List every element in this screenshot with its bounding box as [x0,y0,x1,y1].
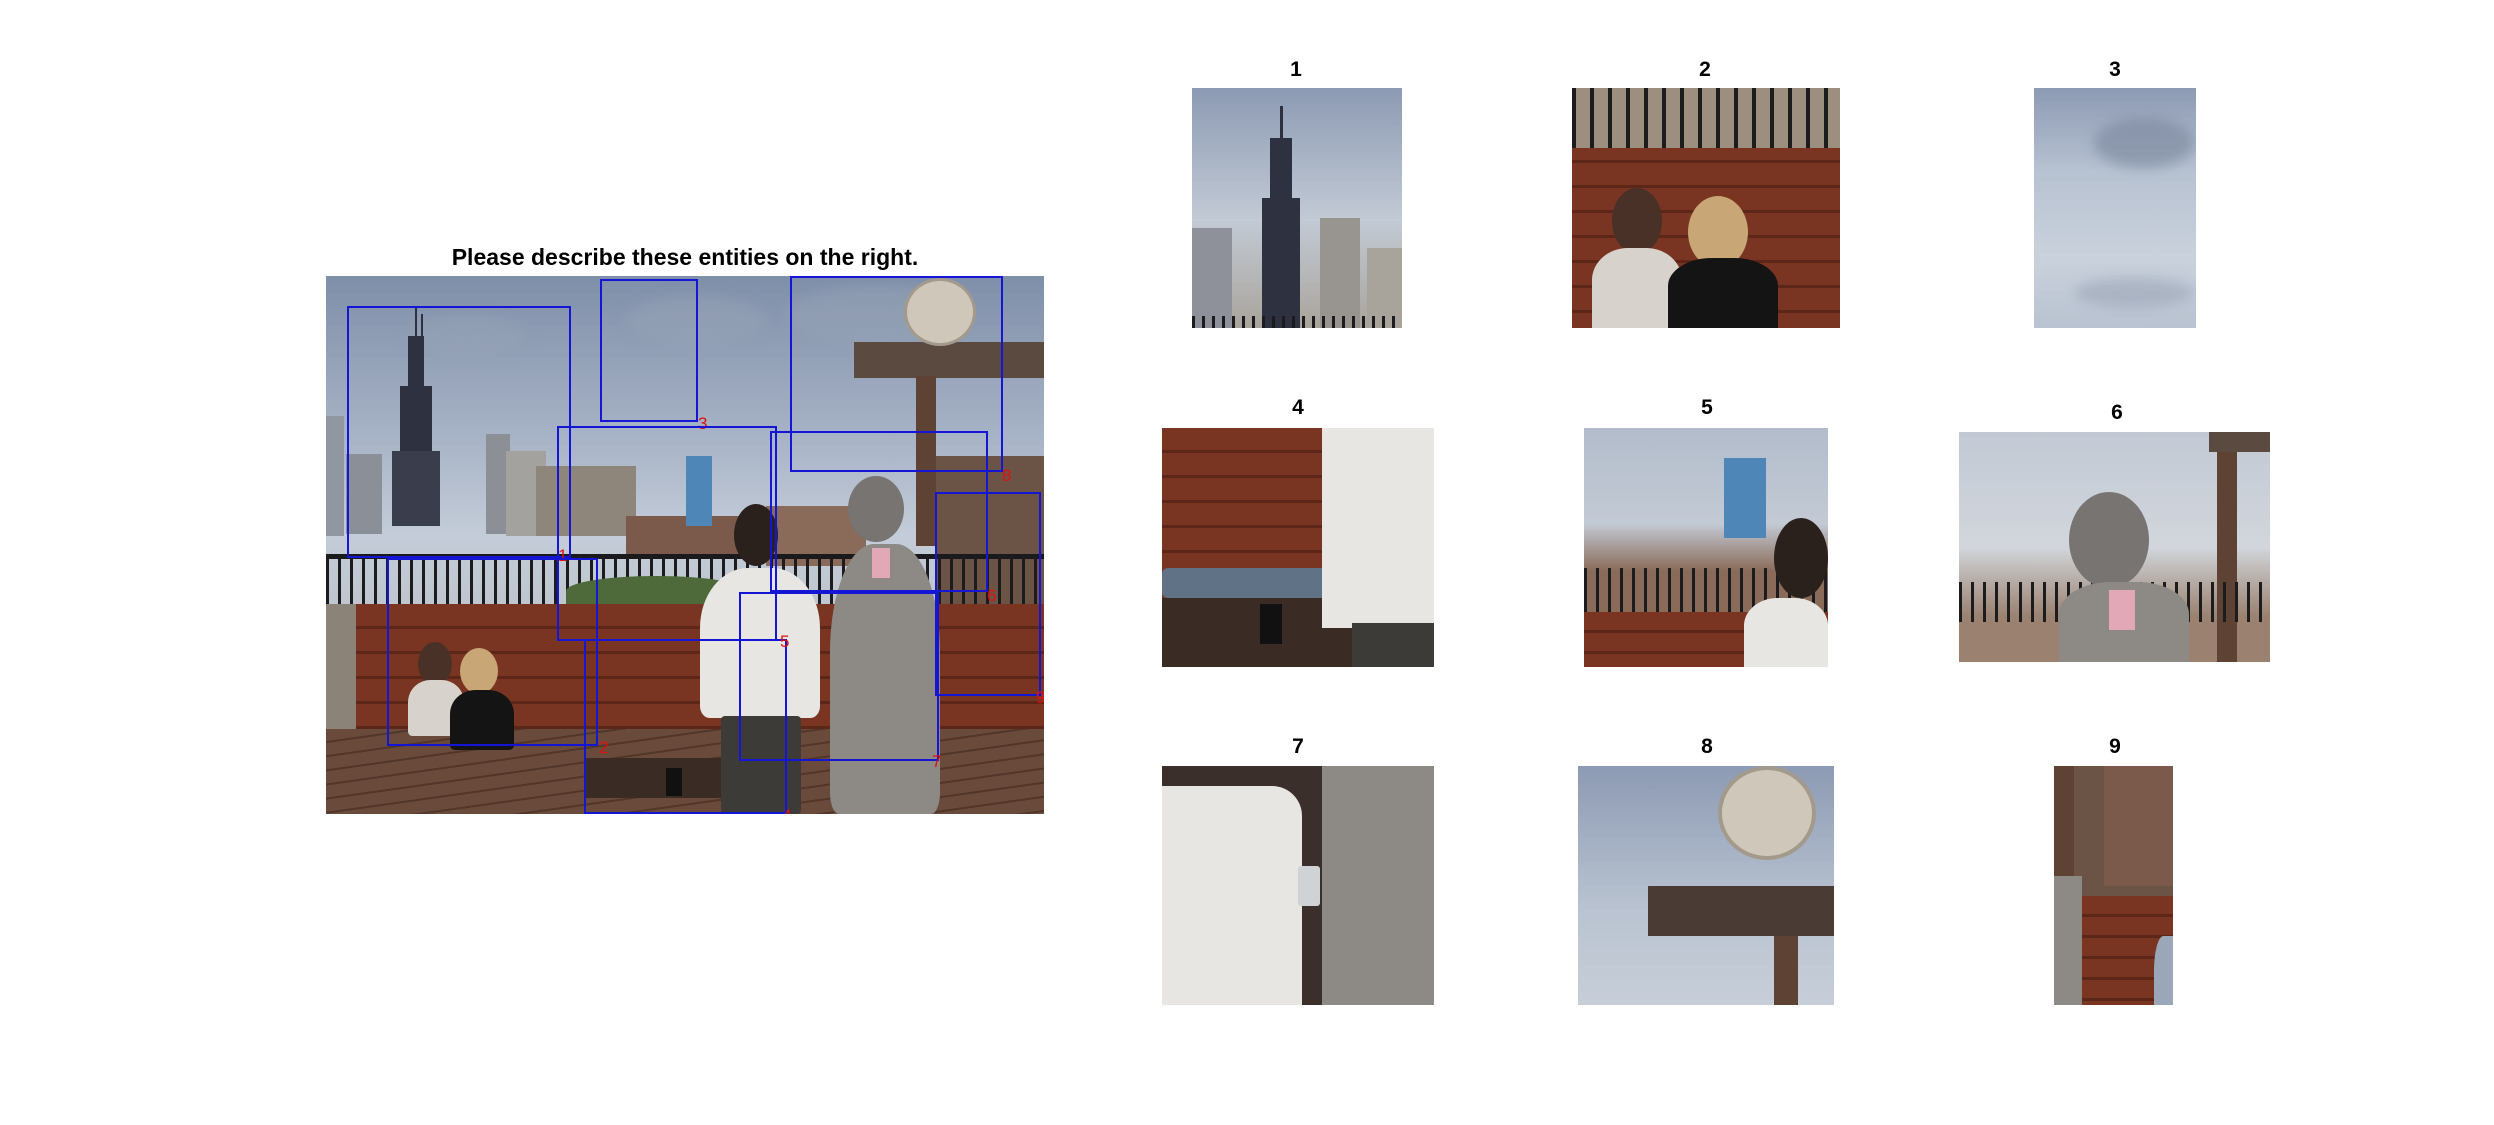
fan [904,278,976,346]
crop-title-7: 7 [1292,735,1304,758]
rooftop-canopy [1648,886,1834,936]
woman-standing-head [1774,518,1828,598]
skyscraper-base [1262,198,1300,328]
woman-black-top [1668,258,1778,328]
crop-title-3: 3 [2109,58,2121,81]
bounding-box-label-3: 3 [698,414,708,433]
patterned-skirt [721,716,801,814]
patterned-skirt [1352,623,1434,667]
crop-image-4 [1162,428,1434,667]
rooftop-canopy [854,342,1044,378]
water-tower [686,456,712,526]
crop-image-7 [1162,766,1434,1005]
crop-title-1: 1 [1290,58,1302,81]
bounding-box-8 [790,276,1003,472]
fan [1718,766,1816,860]
crop-image-8 [1578,766,1834,1005]
bounding-box-6 [770,431,988,592]
crop-image-5 [1584,428,1828,667]
pink-shirt [872,548,890,578]
woman-lace-top [1162,786,1302,1005]
bounding-box-label-8: 8 [1002,466,1012,485]
table-sign [1260,604,1282,644]
skyscraper-base [392,451,440,526]
building [346,454,382,534]
railing [1192,316,1402,328]
man-grey-hair [848,476,904,542]
pillar [326,604,356,744]
bounding-box-label-5: 5 [780,632,790,651]
person-blue-shirt [2154,936,2173,1005]
man-grey-suit [830,544,940,814]
crop-title-6: 6 [2111,401,2123,424]
bounding-box-label-2: 2 [599,738,609,757]
bounding-box-label-4: 4 [782,806,791,814]
building [1320,218,1360,328]
crop-image-2 [1572,88,1840,328]
cloud [406,316,526,356]
water-tower [1724,458,1766,538]
cloud [2094,118,2194,168]
bounding-box-label-1: 1 [558,546,568,565]
woman-lace-top [1744,598,1828,667]
bounding-box-9 [935,492,1041,696]
crop-image-6 [1959,432,2270,662]
man-grey-hair [2069,492,2149,588]
bounding-box-7 [739,592,939,761]
man-grey-suit [2054,876,2082,1005]
table-sign [666,768,682,796]
building [1192,228,1232,328]
wine-glass [1298,866,1320,906]
crop-image-1 [1192,88,1402,328]
rooftop-canopy [2209,432,2270,452]
bounding-box-label-9: 9 [1036,688,1044,707]
building [536,466,636,536]
antenna [1280,106,1283,140]
bounding-box-5 [557,426,777,641]
crop-title-8: 8 [1701,735,1713,758]
canopy-post [1774,936,1798,1005]
crop-title-9: 9 [2109,735,2121,758]
crop-title-2: 2 [1699,58,1711,81]
woman-dark-hair [418,642,452,686]
antenna [415,306,417,338]
canopy-post [916,376,936,546]
woman-black-top [450,690,514,750]
building [1367,248,1402,328]
bounding-box-label-7: 7 [932,752,942,771]
woman-white-top [1592,248,1682,328]
man-grey-suit [1322,766,1434,1005]
building [2104,766,2173,886]
cloud [2074,278,2194,308]
prompt-title: Please describe these entities on the ri… [451,244,919,270]
crop-image-9 [2054,766,2173,1005]
main-scene-image: 1 2 3 4 5 6 7 8 9 [326,276,1044,814]
pink-shirt [2109,590,2135,630]
building [326,416,344,536]
bounding-box-3 [600,279,698,422]
crop-title-5: 5 [1701,396,1713,419]
bounding-box-2 [387,558,598,746]
crop-image-3 [2034,88,2196,328]
canopy-post [2217,452,2237,662]
woman-blond-hair [1688,196,1748,268]
railing [1572,88,1840,148]
antenna [421,314,423,338]
woman-dark-hair [1612,188,1662,254]
bounding-box-1 [347,306,571,558]
crop-title-4: 4 [1292,396,1304,419]
bounding-box-label-6: 6 [987,586,997,605]
woman-lace-top [1322,428,1434,628]
woman-blond-hair [460,648,498,694]
